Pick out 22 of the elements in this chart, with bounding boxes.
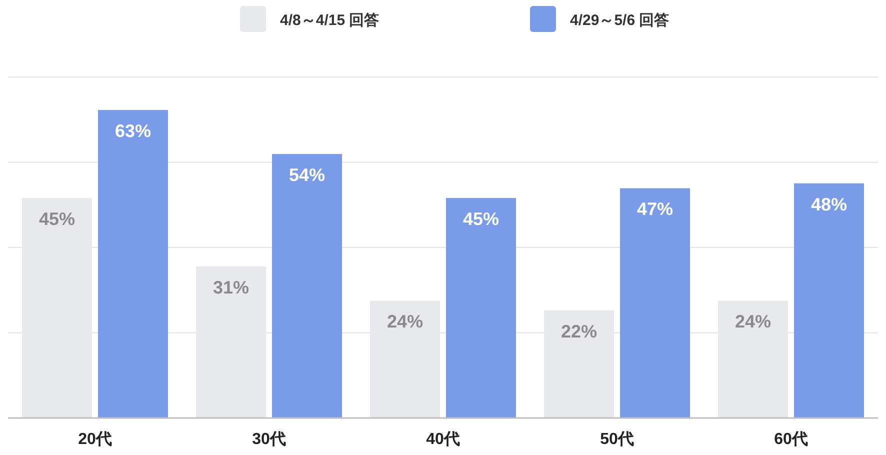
bar [272, 154, 342, 418]
legend-label: 4/8～4/15 回答 [280, 12, 380, 29]
data-label: 54% [288, 165, 326, 185]
data-label: 31% [212, 277, 250, 298]
legend-label: 4/29～5/6 回答 [570, 12, 670, 29]
bar [620, 188, 690, 418]
data-label: 45% [462, 209, 500, 229]
data-label: 24% [734, 312, 772, 332]
bar [98, 110, 168, 418]
x-tick-label: 40代 [426, 430, 460, 448]
data-label: 47% [636, 199, 674, 220]
data-label: 24% [386, 312, 424, 332]
data-label: 22% [560, 321, 598, 342]
x-tick-label: 20代 [78, 430, 112, 448]
x-tick-label: 60代 [774, 430, 808, 448]
x-tick-label: 30代 [252, 430, 286, 448]
data-label: 48% [810, 194, 848, 214]
x-tick-label: 50代 [600, 430, 634, 448]
bar [446, 198, 516, 418]
data-label: 45% [38, 209, 76, 229]
data-label: 63% [114, 121, 152, 141]
bar [794, 183, 864, 418]
